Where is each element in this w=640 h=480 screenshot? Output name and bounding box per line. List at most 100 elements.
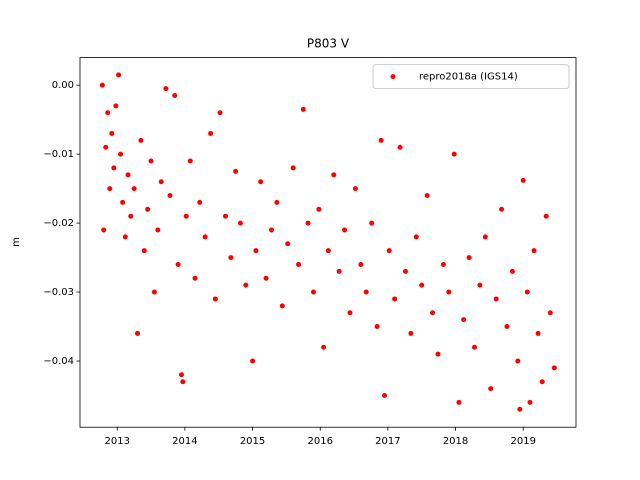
data-point <box>125 172 131 178</box>
data-point <box>499 206 505 212</box>
data-point <box>268 227 274 233</box>
data-point <box>103 144 109 150</box>
y-tick-label: −0.01 <box>43 149 74 160</box>
legend-box <box>372 64 570 90</box>
y-axis-label: m <box>11 237 22 247</box>
data-point <box>488 386 494 392</box>
data-point <box>290 165 296 171</box>
data-point <box>107 186 113 192</box>
data-point <box>408 330 414 336</box>
x-tick-label: 2013 <box>104 436 129 447</box>
legend-label: repro2018a (IGS14) <box>419 72 518 83</box>
data-point <box>402 268 408 274</box>
data-point <box>336 268 342 274</box>
data-point <box>456 399 462 405</box>
data-point <box>116 72 122 78</box>
data-point <box>120 199 126 205</box>
data-point <box>109 130 115 136</box>
data-point <box>551 365 557 371</box>
data-point <box>358 261 364 267</box>
data-point <box>212 296 218 302</box>
y-tick-label: −0.04 <box>43 356 74 367</box>
data-point <box>461 317 467 323</box>
data-point <box>258 179 264 185</box>
x-tick-label: 2015 <box>240 436 265 447</box>
x-tick-label: 2016 <box>307 436 332 447</box>
data-point <box>279 303 285 309</box>
data-point <box>253 248 259 254</box>
y-tick-label: −0.02 <box>43 218 74 229</box>
data-point <box>243 282 249 288</box>
data-point <box>208 130 214 136</box>
data-point <box>369 220 375 226</box>
legend: repro2018a (IGS14) <box>372 64 570 90</box>
data-point <box>228 255 234 261</box>
data-point <box>378 137 384 143</box>
data-point <box>413 234 419 240</box>
data-point <box>316 206 322 212</box>
data-point <box>466 255 472 261</box>
data-point <box>493 296 499 302</box>
data-point <box>217 110 223 116</box>
data-point <box>163 86 169 92</box>
data-point <box>430 310 436 316</box>
data-point <box>352 186 358 192</box>
data-point <box>167 193 173 199</box>
data-point <box>131 186 137 192</box>
data-point <box>113 103 119 109</box>
y-tick-label: 0.00 <box>52 80 74 91</box>
data-point <box>515 358 521 364</box>
data-point <box>233 168 239 174</box>
data-point <box>105 110 111 116</box>
data-point <box>331 172 337 178</box>
data-point <box>99 82 105 88</box>
data-point <box>101 227 107 233</box>
data-point <box>321 344 327 350</box>
data-point <box>524 289 530 295</box>
y-tick-label: −0.03 <box>43 287 74 298</box>
data-point <box>145 206 151 212</box>
x-tick-label: 2018 <box>443 436 468 447</box>
data-point <box>520 177 526 183</box>
data-point <box>325 248 331 254</box>
data-point <box>175 261 181 267</box>
data-point <box>202 234 208 240</box>
data-point <box>187 158 193 164</box>
data-point <box>539 379 545 385</box>
data-point <box>374 324 380 330</box>
data-point <box>141 248 147 254</box>
data-point <box>158 179 164 185</box>
x-tick-label: 2017 <box>375 436 400 447</box>
data-point <box>310 289 316 295</box>
data-point <box>192 275 198 281</box>
data-point <box>148 158 154 164</box>
data-point <box>419 282 425 288</box>
data-point <box>424 193 430 199</box>
data-point <box>300 106 306 112</box>
data-point <box>128 213 134 219</box>
data-point <box>435 351 441 357</box>
data-point <box>274 199 280 205</box>
data-point <box>250 358 256 364</box>
data-point <box>347 310 353 316</box>
data-point <box>392 296 398 302</box>
data-point <box>543 213 549 219</box>
data-point <box>222 213 228 219</box>
data-point <box>179 372 185 378</box>
data-point <box>363 289 369 295</box>
data-point <box>446 289 452 295</box>
data-point <box>118 151 124 157</box>
data-point <box>527 399 533 405</box>
data-point <box>138 137 144 143</box>
data-point <box>285 241 291 247</box>
data-point <box>296 261 302 267</box>
data-point <box>509 268 515 274</box>
data-point <box>183 213 189 219</box>
data-point <box>342 227 348 233</box>
chart-title: P803 V <box>307 37 350 51</box>
data-point <box>471 344 477 350</box>
legend-marker <box>390 74 396 80</box>
data-point <box>531 248 537 254</box>
